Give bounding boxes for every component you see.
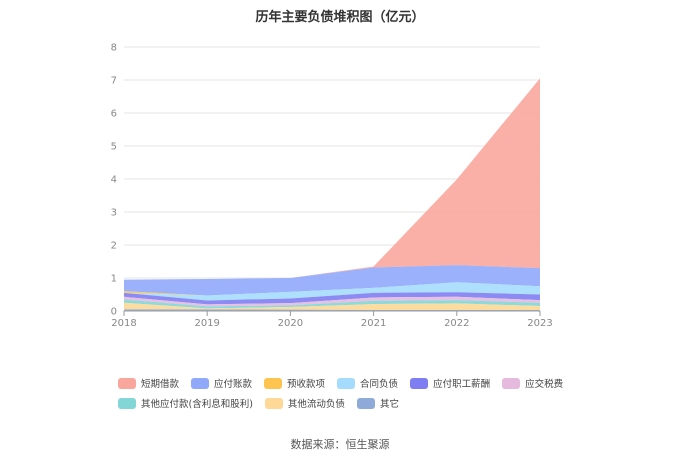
legend-label: 其他流动负债: [287, 399, 345, 410]
area-series-3: [124, 282, 540, 301]
x-tick-label: 2018: [111, 318, 136, 329]
y-tick-label: 3: [111, 208, 117, 219]
legend-swatch: [118, 377, 136, 389]
x-tick-label: 2021: [361, 318, 386, 329]
legend-swatch: [118, 397, 136, 409]
legend-label: 其它: [379, 399, 399, 410]
stacked-area-chart: 0 1 2 3 4 5 6 7 8 2018 2019 2020 2021 2022 2023: [111, 43, 553, 330]
y-tick-label: 8: [111, 43, 117, 54]
legend-swatch: [410, 377, 429, 389]
area-series-0: [124, 78, 540, 280]
legend-swatch: [356, 397, 375, 409]
area-series-1: [124, 265, 540, 296]
y-tick-label: 4: [111, 175, 117, 186]
legend-swatch: [337, 377, 356, 389]
legend-swatch: [191, 377, 210, 389]
legend-item[interactable]: 合同负债: [337, 376, 398, 390]
area-series-7: [124, 302, 540, 311]
legend-item[interactable]: 短期借款: [118, 376, 179, 390]
legend-swatch: [502, 377, 521, 389]
area-series-4: [124, 292, 540, 305]
y-tick-label: 7: [111, 76, 117, 87]
y-tick-label: 2: [111, 241, 117, 252]
x-tick-label: 2023: [527, 318, 552, 329]
legend-item[interactable]: 预收款项: [264, 376, 325, 390]
legend-swatch: [264, 377, 283, 389]
y-tick-label: 0: [111, 307, 117, 318]
chart-title: 历年主要负债堆积图（亿元）: [255, 10, 425, 25]
legend-item[interactable]: 其它: [356, 396, 399, 410]
legend-swatch: [264, 397, 283, 409]
x-tick-label: 2019: [194, 318, 219, 329]
legend-label: 其他应付款(含利息和股利): [141, 399, 253, 410]
legend: 短期借款 应付账款 预收款项 合同负债 应付职工薪酬 应交税费其他应付款(含利息和股利) 其…: [118, 376, 588, 410]
area-series-5: [124, 296, 540, 307]
legend-label: 短期借款: [141, 379, 180, 390]
legend-label: 应付职工薪酬: [433, 379, 491, 390]
y-tick-label: 5: [111, 142, 117, 153]
x-tick-label: 2022: [444, 318, 469, 329]
area-series-2: [124, 282, 540, 296]
legend-label: 应付账款: [214, 379, 253, 390]
legend-label: 合同负债: [360, 379, 399, 390]
data-source: 数据来源：恒生聚源: [290, 438, 390, 451]
legend-item[interactable]: 其他流动负债: [264, 396, 345, 410]
legend-label: 应交税费: [525, 379, 564, 390]
legend-label: 预收款项: [287, 379, 326, 390]
axes: 0 1 2 3 4 5 6 7 8 2018 2019 2020 2021 2022 2023: [111, 43, 553, 330]
legend-item[interactable]: 应付职工薪酬: [410, 376, 490, 390]
legend-item[interactable]: 应付账款: [191, 376, 252, 390]
legend-item[interactable]: 应交税费: [502, 376, 563, 390]
y-tick-label: 6: [111, 109, 117, 120]
legend-item[interactable]: 其他应付款(含利息和股利): [118, 396, 253, 410]
y-tick-label: 1: [111, 274, 117, 285]
area-series-6: [124, 299, 540, 309]
area-layers: [124, 78, 540, 311]
x-tick-label: 2020: [278, 318, 303, 329]
